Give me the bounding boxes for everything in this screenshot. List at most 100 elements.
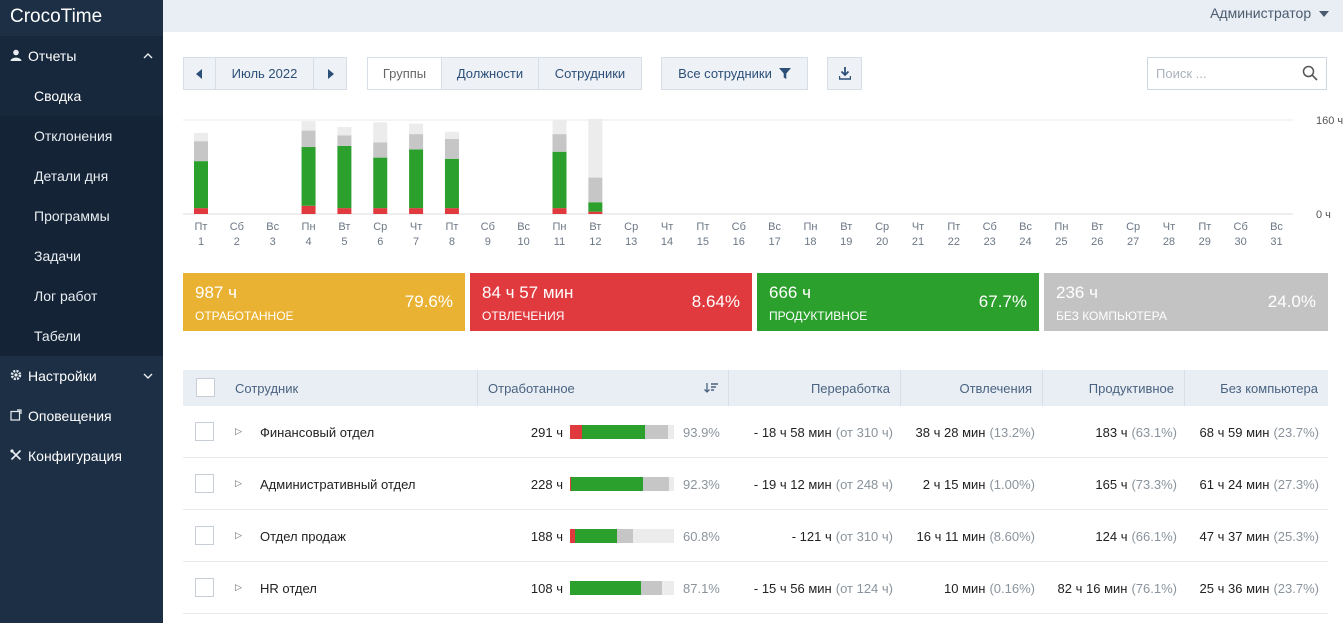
x-tick-day: 23 (984, 236, 996, 248)
table-row[interactable]: ▷ Отдел продаж 188 ч 60.8% - 121 ч (от 310 ч)… (183, 510, 1328, 562)
overtime-value: - 15 ч 56 мин (753, 580, 832, 596)
app-logo[interactable]: CrocoTime (10, 6, 103, 27)
column-employee[interactable]: Сотрудник (225, 370, 478, 406)
tab-groups[interactable]: Группы (368, 58, 442, 89)
bar-productive (575, 529, 617, 543)
column-overtime[interactable]: Переработка (729, 370, 901, 406)
stat-caption: ОТВЛЕЧЕНИЯ (482, 309, 565, 323)
bar-offline (616, 529, 634, 543)
expand-arrow-icon[interactable]: ▷ (235, 426, 242, 436)
nav-group-reports[interactable]: Отчеты (0, 36, 163, 76)
row-checkbox[interactable] (195, 474, 214, 493)
x-tick-day: 15 (697, 236, 709, 248)
x-tick-day: 26 (1091, 236, 1103, 248)
filter-label: Все сотрудники (678, 66, 772, 81)
group-name[interactable]: HR отдел (260, 580, 317, 596)
stat-caption: БЕЗ КОМПЬЮТЕРА (1056, 309, 1167, 323)
worked-progress-bar (570, 477, 674, 491)
x-tick-day: 13 (625, 236, 637, 248)
column-productive[interactable]: Продуктивное (1043, 370, 1185, 406)
worked-hours: 188 ч (530, 528, 563, 544)
bar-segment (552, 208, 567, 214)
search-input[interactable] (1156, 66, 1296, 81)
x-tick-weekday: Сб (481, 221, 495, 233)
table-row[interactable]: ▷ Финансовый отдел 291 ч 93.9% - 18 ч 58 мин… (183, 406, 1328, 458)
x-tick-weekday: Пт (1198, 221, 1211, 233)
distractions-value: 2 ч 15 мин (922, 476, 986, 492)
caret-down-icon (1315, 5, 1329, 21)
expand-arrow-icon[interactable]: ▷ (235, 478, 242, 488)
x-tick-day: 27 (1127, 236, 1139, 248)
sort-desc-icon[interactable] (704, 383, 718, 393)
x-tick-day: 16 (733, 236, 745, 248)
bar-segment (301, 121, 316, 131)
bar-segment (444, 208, 459, 214)
worked-percent: 92.3% (683, 476, 720, 492)
x-tick-day: 30 (1235, 236, 1247, 248)
nav-group-settings[interactable]: Настройки (0, 356, 163, 396)
bar-segment (588, 118, 603, 178)
nav-group-notifications[interactable]: Оповещения (0, 396, 163, 436)
user-icon (10, 49, 28, 64)
worked-percent: 93.9% (683, 424, 720, 440)
employee-filter-button[interactable]: Все сотрудники (661, 57, 808, 90)
overtime-note: (от 248 ч) (835, 476, 893, 492)
nav-group-configuration[interactable]: Конфигурация (0, 436, 163, 476)
sidebar-item-deviations[interactable]: Отклонения (34, 128, 113, 144)
next-month-button[interactable] (314, 58, 346, 89)
sidebar-item-day-details[interactable]: Детали дня (34, 168, 109, 184)
bar-segment (588, 177, 603, 203)
row-checkbox[interactable] (195, 578, 214, 597)
daily-hours-chart: 160 ч 0 ч Пт 1 Сб 2 Вс 3 Пн 4 Вт 5 Ср 6 Чт 7 Пт 8 Сб 9 Вс 10 П… (183, 115, 1343, 248)
group-name[interactable]: Административный отдел (260, 476, 416, 492)
x-tick-day: 25 (1055, 236, 1067, 248)
expand-arrow-icon[interactable]: ▷ (235, 530, 242, 540)
bar-segment (552, 120, 567, 135)
sidebar-item-programs[interactable]: Программы (34, 208, 110, 224)
x-tick-weekday: Вт (1091, 221, 1103, 233)
sidebar-item-timesheets[interactable]: Табели (34, 328, 81, 344)
group-name[interactable]: Финансовый отдел (260, 424, 375, 440)
sidebar-item-summary[interactable]: Сводка (0, 76, 163, 116)
worked-hours: 228 ч (530, 476, 563, 492)
stat-card-productive[interactable]: 666 ч ПРОДУКТИВНОЕ 67.7% (757, 273, 1039, 331)
stat-card-offline[interactable]: 236 ч БЕЗ КОМПЬЮТЕРА 24.0% (1044, 273, 1328, 331)
row-checkbox[interactable] (195, 422, 214, 441)
user-menu[interactable]: Администратор (1210, 5, 1329, 21)
bar-segment (194, 161, 208, 209)
expand-arrow-icon[interactable]: ▷ (235, 582, 242, 592)
x-tick-day: 3 (270, 236, 276, 248)
table-row[interactable]: ▷ Административный отдел 228 ч 92.3% - 19 ч … (183, 458, 1328, 510)
download-button[interactable] (827, 57, 862, 90)
stat-card-distractions[interactable]: 84 ч 57 мин ОТВЛЕЧЕНИЯ 8.64% (470, 273, 752, 331)
month-label[interactable]: Июль 2022 (216, 58, 314, 89)
productive-value: 82 ч 16 мин (1057, 580, 1128, 596)
stat-card-worked[interactable]: 987 ч ОТРАБОТАННОЕ 79.6% (183, 273, 465, 331)
tab-employees[interactable]: Сотрудники (539, 58, 641, 89)
offline-cell: 68 ч 59 мин (23.7%) (1185, 406, 1319, 458)
row-checkbox[interactable] (195, 526, 214, 545)
table-row[interactable]: ▷ HR отдел 108 ч 87.1% - 15 ч 56 мин (от 124 … (183, 562, 1328, 614)
column-offline[interactable]: Без компьютера (1220, 380, 1318, 396)
y-tick-label-min: 0 ч (1316, 209, 1331, 221)
productive-value: 183 ч (1095, 424, 1128, 440)
tab-positions[interactable]: Должности (442, 58, 539, 89)
productive-cell: 165 ч (73.3%) (1043, 458, 1177, 510)
x-tick-day: 6 (377, 236, 383, 248)
column-distractions[interactable]: Отвлечения (901, 370, 1043, 406)
sidebar-item-work-log[interactable]: Лог работ (34, 288, 98, 304)
bar-segment (337, 127, 352, 136)
prev-month-button[interactable] (184, 58, 216, 89)
group-name[interactable]: Отдел продаж (260, 528, 346, 544)
sidebar-item-tasks[interactable]: Задачи (34, 248, 82, 264)
select-all-checkbox[interactable] (196, 378, 215, 397)
offline-value: 61 ч 24 мин (1199, 476, 1270, 492)
x-tick-weekday: Пн (1054, 221, 1068, 233)
bar-segment (337, 145, 352, 209)
y-tick-label-max: 160 ч (1316, 115, 1343, 127)
search-icon[interactable] (1302, 65, 1318, 81)
offline-value: 47 ч 37 мин (1199, 528, 1270, 544)
column-worked[interactable]: Отработанное (478, 370, 729, 406)
x-tick-day: 31 (1270, 236, 1282, 248)
x-tick-weekday: Пт (195, 221, 208, 233)
